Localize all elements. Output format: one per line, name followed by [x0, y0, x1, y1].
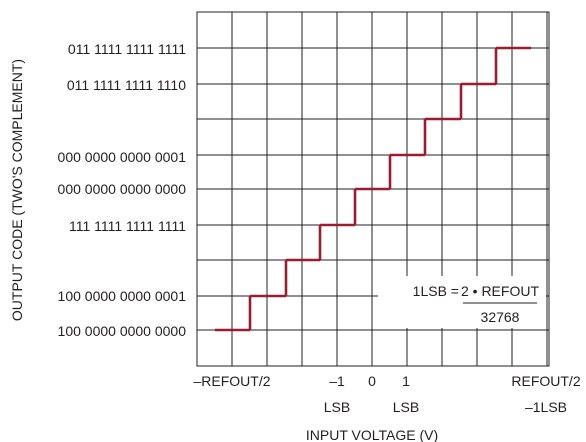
y-tick-label: 100 0000 0000 0001 [58, 288, 187, 304]
x-axis-title: INPUT VOLTAGE (V) [306, 427, 438, 442]
y-tick-label: 000 0000 0000 0001 [58, 149, 187, 165]
y-tick-label: 111 1111 1111 1111 [69, 218, 186, 234]
lsb-annotation: 1LSB = 2 • REFOUT 32768 [378, 276, 546, 328]
x-tick-label: REFOUT/2 [511, 373, 580, 389]
x-tick-label: 0 [368, 373, 376, 389]
y-tick-label: 000 0000 0000 0000 [58, 181, 187, 197]
y-axis-title: OUTPUT CODE (TWO'S COMPLEMENT) [9, 59, 25, 321]
y-tick-label: 100 0000 0000 0000 [58, 323, 187, 339]
plot-frame [196, 11, 550, 367]
annotation-lhs: 1LSB = [413, 283, 459, 299]
annotation-denominator: 32768 [481, 309, 520, 325]
y-tick-label: 011 1111 1111 1111 [68, 41, 186, 57]
x-tick-label: –1 [329, 373, 345, 389]
x-tick-labels: –REFOUT/2 –1 LSB 0 1 LSB REFOUT/2 –1LSB [193, 373, 580, 415]
x-tick-label: –REFOUT/2 [193, 373, 270, 389]
annotation-background [378, 276, 546, 328]
y-tick-label: 011 1111 1111 1110 [67, 77, 186, 93]
y-tick-labels: 011 1111 1111 1111 011 1111 1111 1110 00… [58, 41, 187, 339]
x-tick-label: –1LSB [525, 399, 567, 415]
plot-grid [196, 11, 550, 367]
annotation-numerator: 2 • REFOUT [461, 283, 539, 299]
x-tick-label: LSB [393, 399, 419, 415]
step-trace [215, 46, 531, 332]
x-tick-label: 1 [402, 373, 410, 389]
x-tick-label: LSB [324, 399, 350, 415]
